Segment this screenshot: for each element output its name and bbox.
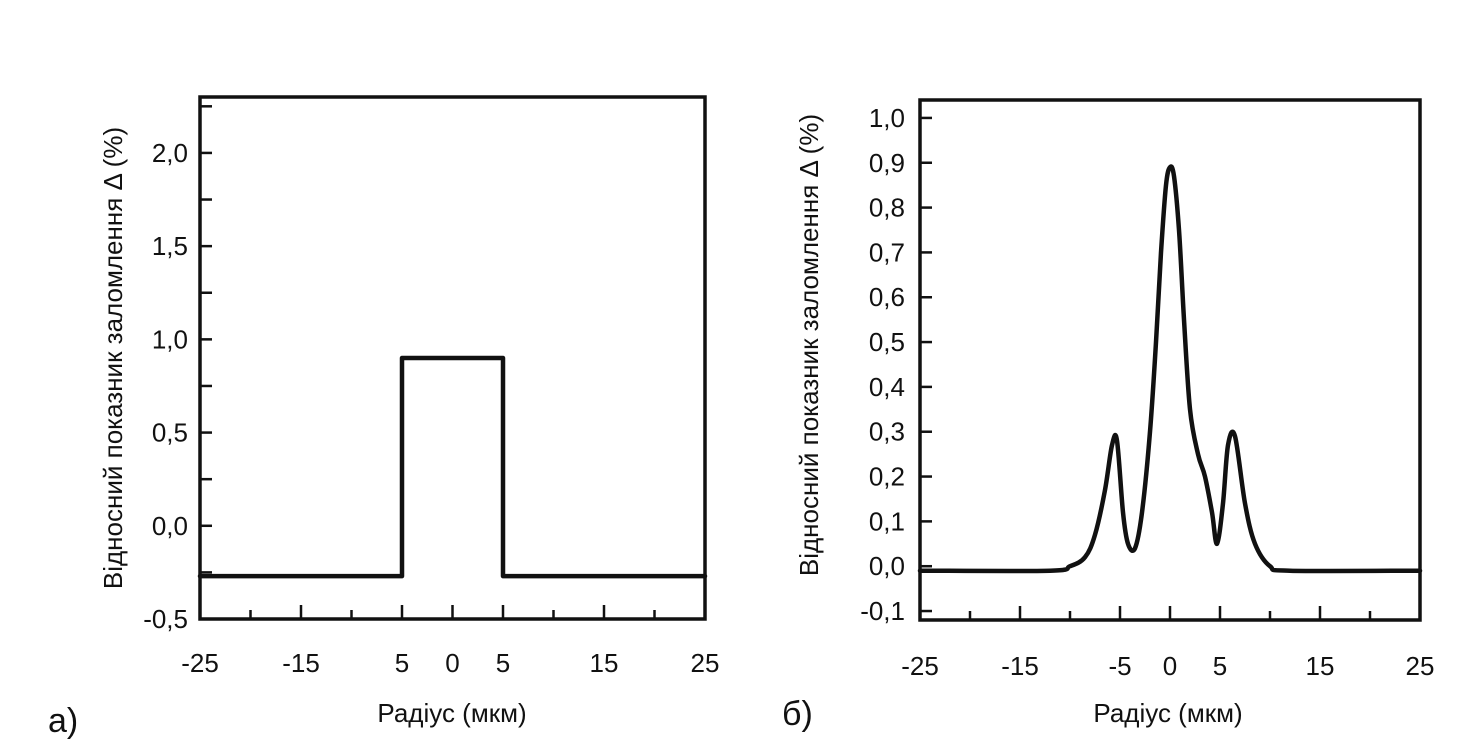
chart-panel-b: 1,0 0,9 0,8 0,7 0,6 0,5 0,4 0,3 0,2 0,1 0,0 -0,1 -2… [782, 98, 1434, 733]
y-tick-label: 0,6 [869, 282, 905, 312]
refractive-index-profile-line [917, 164, 1423, 574]
y-tick-label: 0,9 [869, 148, 905, 178]
x-tick-label: 5 [496, 648, 510, 678]
y-tick-label: 0,5 [869, 327, 905, 357]
y-tick-label: 0,3 [869, 417, 905, 447]
tick-marks-b [918, 116, 1422, 620]
y-axis-title-a: Відносний показник заломлення Δ (%) [98, 127, 128, 589]
x-axis-title-a: Радіус (мкм) [377, 698, 526, 728]
y-tick-label: 0,5 [152, 418, 188, 448]
x-tick-label: 25 [1406, 651, 1435, 681]
y-tick-label: 2,0 [152, 138, 188, 168]
refractive-index-profile-line [197, 355, 708, 579]
panel-label-a: а) [48, 702, 78, 740]
x-tick-label: -5 [1108, 651, 1131, 681]
y-tick-labels-b: 1,0 0,9 0,8 0,7 0,6 0,5 0,4 0,3 0,2 0,1 0,0 -0,1 [860, 103, 905, 626]
plot-frame-b [918, 98, 1422, 622]
x-tick-labels-b: -25 -15 -5 0 5 15 25 [901, 651, 1434, 681]
series-layer-b [917, 164, 1423, 574]
y-tick-label: 0,7 [869, 237, 905, 267]
x-tick-label: -25 [181, 648, 219, 678]
y-tick-label: -0,5 [143, 604, 188, 634]
y-tick-label: 0,0 [152, 511, 188, 541]
y-tick-labels-a: 2,0 1,5 1,0 0,5 0,0 -0,5 [143, 138, 188, 634]
y-tick-label: 0,1 [869, 506, 905, 536]
x-tick-label: 0 [445, 648, 459, 678]
tick-marks-a [198, 105, 707, 619]
series-layer-a [197, 355, 708, 579]
y-tick-label: 1,5 [152, 231, 188, 261]
x-tick-label: -25 [901, 651, 939, 681]
x-axis-title-b: Радіус (мкм) [1093, 698, 1242, 728]
x-tick-label: 15 [1306, 651, 1335, 681]
y-tick-label: 0,0 [869, 551, 905, 581]
x-tick-labels-a: -25 -15 5 0 5 15 25 [181, 648, 719, 678]
x-tick-label: 5 [395, 648, 409, 678]
x-tick-label: 15 [590, 648, 619, 678]
y-tick-label: 0,8 [869, 193, 905, 223]
y-axis-title-b: Відносний показник заломлення Δ (%) [794, 114, 824, 576]
panel-label-b: б) [782, 695, 813, 733]
x-tick-label: -15 [282, 648, 320, 678]
x-tick-label: 5 [1213, 651, 1227, 681]
x-tick-label: -15 [1001, 651, 1039, 681]
x-tick-label: 0 [1163, 651, 1177, 681]
y-tick-label: 0,2 [869, 462, 905, 492]
chart-panel-a: 2,0 1,5 1,0 0,5 0,0 -0,5 -25 -15 5 0 5 15 25 Радіус… [48, 95, 719, 740]
y-tick-label: -0,1 [860, 596, 905, 626]
y-tick-label: 1,0 [869, 103, 905, 133]
x-tick-label: 25 [691, 648, 720, 678]
y-tick-label: 1,0 [152, 324, 188, 354]
y-tick-label: 0,4 [869, 372, 905, 402]
